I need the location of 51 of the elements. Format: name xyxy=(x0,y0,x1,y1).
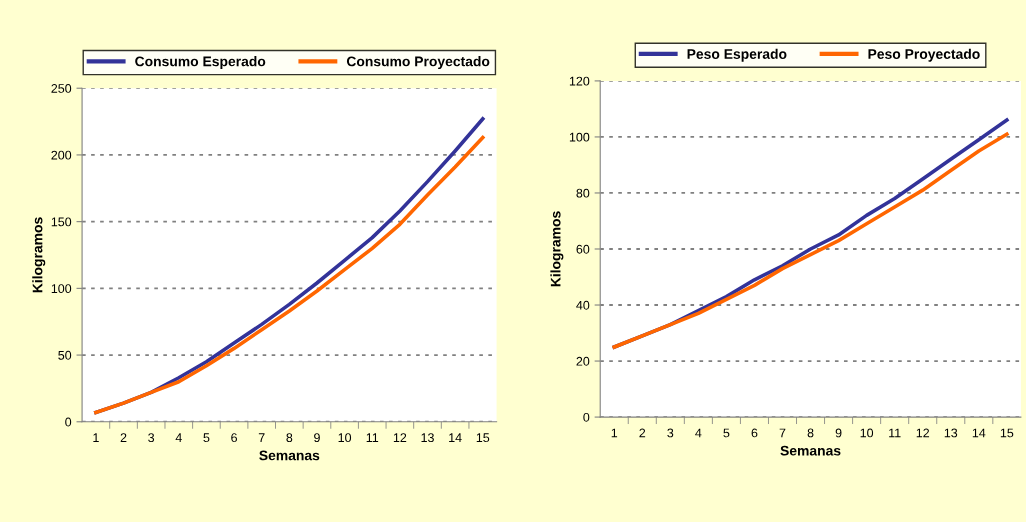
legend-label: Peso Proyectado xyxy=(868,48,980,62)
x-tick-label: 10 xyxy=(860,428,874,438)
x-tick-label: 4 xyxy=(175,433,182,442)
x-tick-label: 14 xyxy=(972,428,986,438)
x-axis-title: Semanas xyxy=(780,445,841,456)
y-tick-label: 200 xyxy=(51,150,72,160)
x-tick-label: 10 xyxy=(338,433,352,443)
y-tick-label: 150 xyxy=(51,217,72,227)
y-tick-label: 40 xyxy=(576,300,590,310)
x-tick-label: 2 xyxy=(120,433,127,442)
x-tick-label: 9 xyxy=(314,433,320,443)
x-axis-title: Semanas xyxy=(259,450,320,461)
y-tick-label: 80 xyxy=(576,188,590,198)
x-tick-label: 6 xyxy=(751,428,758,438)
x-tick-label: 8 xyxy=(286,433,293,443)
x-tick-label: 15 xyxy=(1000,428,1014,438)
x-tick-label: 13 xyxy=(944,428,958,438)
x-tick-label: 9 xyxy=(835,428,842,438)
x-tick-label: 11 xyxy=(366,433,379,442)
x-tick-label: 6 xyxy=(231,433,237,443)
y-tick-label: 100 xyxy=(51,284,72,294)
y-axis-title: Kilogramos xyxy=(32,217,46,293)
x-tick-label: 5 xyxy=(723,428,730,438)
x-tick-label: 13 xyxy=(421,433,434,443)
x-tick-label: 4 xyxy=(695,428,702,438)
y-axis-title: Kilogramos xyxy=(550,211,564,287)
y-tick-label: 60 xyxy=(576,244,590,254)
x-tick-label: 7 xyxy=(258,433,265,442)
y-tick-label: 20 xyxy=(576,356,590,366)
legend-label: Consumo Esperado xyxy=(135,56,266,70)
x-tick-label: 12 xyxy=(916,428,930,438)
y-tick-label: 250 xyxy=(51,84,72,93)
x-tick-label: 3 xyxy=(667,428,674,438)
y-tick-label: 50 xyxy=(58,350,72,360)
legend-label: Consumo Proyectado xyxy=(346,56,490,70)
x-tick-label: 1 xyxy=(611,428,618,438)
x-tick-label: 8 xyxy=(807,428,814,438)
y-tick-label: 0 xyxy=(583,412,590,422)
x-tick-label: 12 xyxy=(393,433,407,442)
y-tick-label: 100 xyxy=(569,132,590,142)
y-tick-label: 0 xyxy=(65,417,72,427)
x-tick-label: 1 xyxy=(93,433,99,442)
x-tick-label: 5 xyxy=(203,433,210,443)
y-tick-label: 120 xyxy=(569,76,590,86)
legend-label: Peso Esperado xyxy=(687,48,787,62)
x-tick-label: 15 xyxy=(476,433,490,443)
x-tick-label: 11 xyxy=(889,428,901,438)
x-tick-label: 2 xyxy=(639,428,646,438)
x-tick-label: 3 xyxy=(148,433,155,443)
x-tick-label: 7 xyxy=(779,428,786,438)
x-tick-label: 14 xyxy=(449,433,462,442)
